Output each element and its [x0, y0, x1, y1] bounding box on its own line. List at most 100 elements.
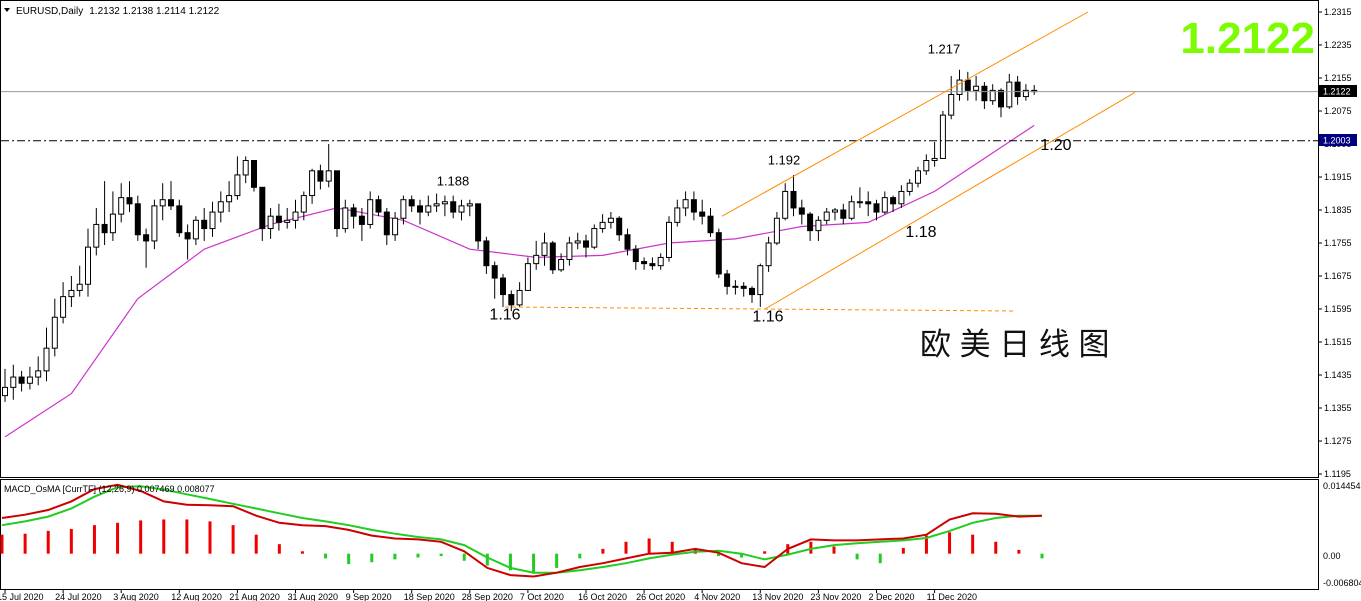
osma-bar — [994, 541, 998, 554]
candle-body — [674, 207, 681, 223]
candle-body — [400, 199, 407, 219]
osma-bar — [555, 553, 559, 568]
chart-header: EURUSD,Daily 1.2132 1.2138 1.2114 1.2122 — [16, 6, 220, 17]
osma-bar — [948, 532, 952, 554]
candlesticks — [2, 69, 1038, 402]
candle-body — [466, 203, 473, 207]
candle-body — [126, 197, 133, 205]
y-tick-label: 1.1275 — [1324, 436, 1352, 446]
price-annotation: 1.217 — [928, 41, 961, 56]
x-tick-label: 24 Jul 2020 — [55, 592, 102, 601]
osma-bar — [46, 530, 50, 554]
candle-body — [309, 170, 316, 197]
candle-body — [757, 265, 764, 296]
candle-body — [35, 370, 42, 378]
osma-bar — [1017, 549, 1021, 554]
x-tick-label: 15 Jul 2020 — [0, 592, 44, 601]
candle-body — [242, 160, 249, 176]
candle-body — [815, 219, 822, 232]
candle-body — [998, 89, 1004, 108]
candle-body — [18, 376, 25, 384]
candle-body — [334, 170, 340, 230]
candle-body — [541, 242, 548, 256]
candle-body — [425, 205, 432, 213]
candle-body — [417, 205, 423, 213]
candle-body — [259, 186, 266, 230]
osma-bar — [0, 534, 4, 554]
candle-body — [724, 273, 731, 287]
candle-body — [358, 215, 365, 225]
x-tick-label: 9 Sep 2020 — [346, 592, 392, 601]
candle-body — [657, 256, 664, 267]
candle-body — [118, 197, 125, 215]
price-annotation: 1.16 — [752, 308, 783, 325]
candle-body — [2, 386, 8, 397]
candle-body — [566, 242, 573, 260]
candle-body — [26, 376, 33, 384]
candle-body — [956, 79, 963, 95]
y-tick-label: 1.2235 — [1324, 40, 1352, 50]
price-annotation: 1.20 — [1040, 137, 1071, 154]
candle-body — [93, 223, 100, 248]
osma-bar — [740, 553, 744, 558]
candle-body — [881, 197, 888, 213]
candle-body — [649, 263, 656, 267]
candle-body — [641, 261, 648, 265]
x-tick-label: 26 Oct 2020 — [636, 592, 685, 601]
osma-bar — [924, 535, 928, 554]
osma-bar — [532, 553, 536, 574]
x-tick-label: 2 Dec 2020 — [869, 592, 915, 601]
candle-body — [267, 215, 274, 230]
candle-body — [367, 199, 374, 225]
candle-body — [964, 79, 971, 91]
y-tick-label: 1.1835 — [1324, 205, 1352, 215]
candle-body — [317, 170, 324, 182]
osma-bar — [439, 553, 443, 557]
candle-body — [516, 289, 523, 306]
candle-body — [43, 347, 50, 372]
candle-body — [832, 209, 838, 213]
price-annotation: 1.192 — [768, 153, 801, 168]
candle-body — [666, 221, 672, 258]
candle-body — [85, 246, 91, 285]
osma-bar — [324, 553, 328, 559]
candle-body — [948, 94, 955, 116]
candle-body — [749, 287, 755, 296]
x-tick-label: 31 Aug 2020 — [288, 592, 339, 601]
candle-body — [491, 265, 498, 279]
candle-body — [234, 174, 241, 197]
candle-body — [168, 199, 174, 207]
candle-body — [973, 85, 980, 91]
osma-bar — [878, 553, 882, 564]
candle-body — [682, 199, 689, 209]
candle-body — [201, 219, 208, 230]
candle-body — [251, 160, 257, 188]
candle-body — [981, 85, 988, 102]
channel-lower-line — [764, 92, 1136, 310]
osma-bar — [92, 525, 96, 554]
candle-body — [765, 242, 772, 267]
candle-body — [508, 294, 515, 306]
candle-body — [192, 219, 199, 240]
candle-body — [375, 199, 382, 213]
y-tick-label: 1.1435 — [1324, 370, 1352, 380]
osma-bar — [647, 538, 651, 554]
candle-body — [143, 234, 150, 242]
candle-body — [715, 232, 722, 275]
osma-bar — [185, 519, 189, 554]
current-price-tag — [1319, 85, 1357, 97]
candle-body — [923, 160, 930, 172]
y-tick-label: 1.1195 — [1324, 469, 1351, 479]
osma-bar — [578, 553, 582, 559]
osma-bar — [508, 553, 512, 571]
candle-body — [60, 296, 67, 318]
x-tick-label: 7 Oct 2020 — [520, 592, 564, 601]
candle-body — [707, 215, 714, 234]
candle-body — [408, 199, 415, 207]
candle-body — [533, 254, 540, 265]
candle-body — [275, 215, 282, 223]
osma-bar — [139, 520, 143, 554]
y-tick-label: 1.1915 — [1324, 172, 1352, 182]
price-pane-frame — [0, 0, 1319, 478]
candle-body — [873, 203, 880, 213]
